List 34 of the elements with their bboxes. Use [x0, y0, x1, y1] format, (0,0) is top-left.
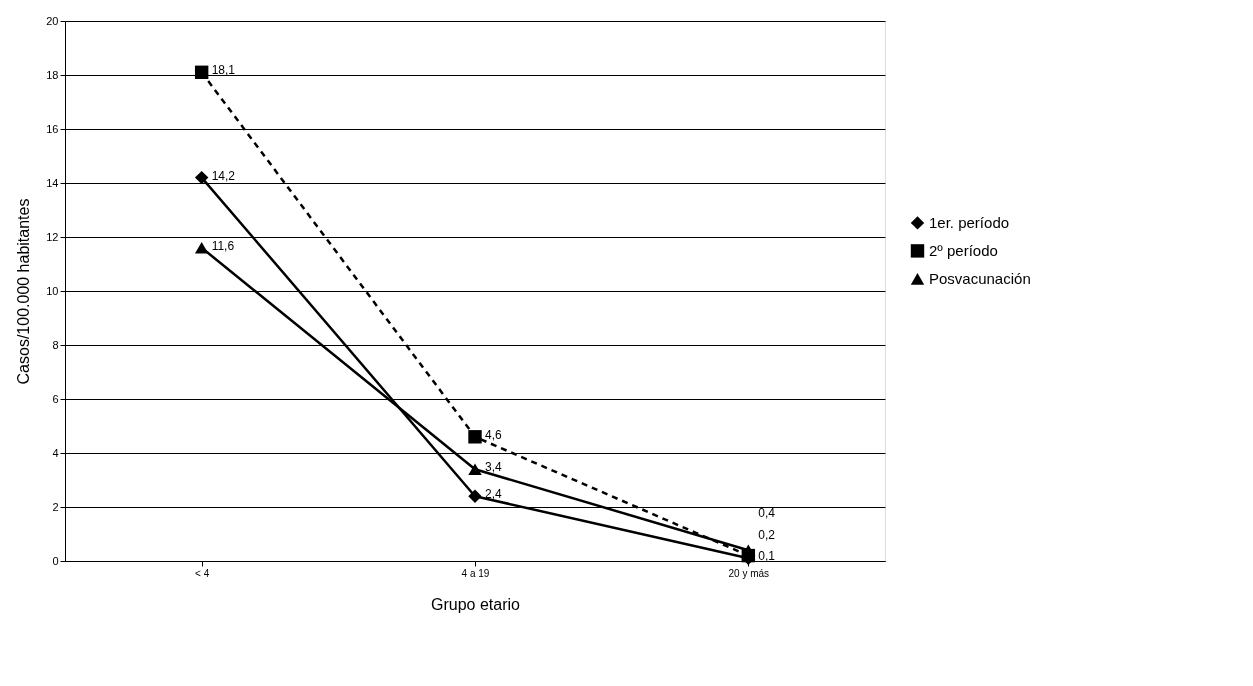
y-tick-label: 2 — [52, 500, 59, 513]
data-label: 18,1 — [211, 63, 236, 78]
y-tick-label: 14 — [46, 176, 59, 189]
legend-label: 2º período — [929, 241, 998, 259]
data-label: 0,4 — [758, 506, 776, 521]
point — [468, 430, 482, 444]
legend-label: Posvacunación — [929, 269, 1031, 287]
y-tick-label: 10 — [46, 284, 59, 297]
point — [194, 241, 209, 254]
legend-label: 1er. período — [929, 213, 1010, 231]
data-label: 14,2 — [211, 168, 236, 183]
y-tick-label: 16 — [46, 122, 59, 135]
y-tick-label: 8 — [52, 338, 59, 351]
data-label: 11,6 — [211, 238, 235, 253]
point — [194, 170, 209, 185]
x-axis-title: Grupo etario — [431, 595, 521, 613]
data-label: 3,4 — [485, 460, 503, 475]
point — [468, 489, 482, 503]
y-tick-label: 4 — [52, 446, 59, 459]
y-tick-label: 6 — [52, 392, 59, 405]
x-tick-label: 4 a 19 — [461, 567, 490, 579]
y-tick-label: 18 — [46, 68, 59, 81]
data-label: 0,2 — [758, 527, 776, 542]
x-tick-label: < 4 — [195, 567, 210, 579]
data-label: 2,4 — [485, 487, 503, 502]
point — [468, 463, 482, 476]
data-label: 0,1 — [758, 549, 776, 564]
x-tick-label: 20 y más — [728, 567, 770, 579]
y-tick-label: 0 — [52, 554, 59, 567]
data-label: 4,6 — [485, 427, 503, 442]
y-tick-label: 12 — [46, 230, 59, 243]
point — [194, 65, 209, 80]
y-axis-title: Casos/100.000 habitantes — [15, 198, 33, 385]
y-tick-label: 20 — [46, 14, 59, 27]
